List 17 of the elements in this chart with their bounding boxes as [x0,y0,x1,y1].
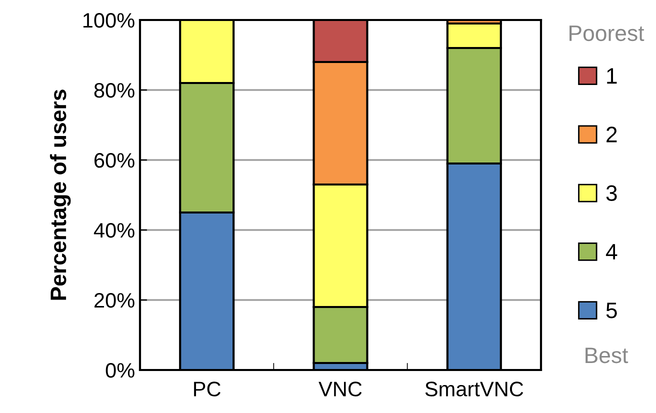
legend-label: 1 [607,68,617,84]
legend-label: 4 [606,244,618,260]
y-tick-label: 100% [83,13,134,28]
x-tick-label: SmartVNC [425,382,524,396]
legend-label: 2 [606,126,617,142]
legend-label: 3 [606,185,617,202]
y-tick-label: 0% [106,363,134,378]
legend-label: 5 [606,302,617,318]
y-axis-title: Percentage of users [50,90,71,300]
x-tick-label: VNC [318,382,362,396]
y-tick-label: 20% [94,293,134,308]
y-tick-label: 60% [94,153,134,168]
y-tick-label: 80% [94,83,134,98]
y-tick-label: 40% [94,223,134,238]
x-tick-label: PC [194,382,221,396]
text: Poorest [570,26,644,42]
text: Best [586,348,628,364]
